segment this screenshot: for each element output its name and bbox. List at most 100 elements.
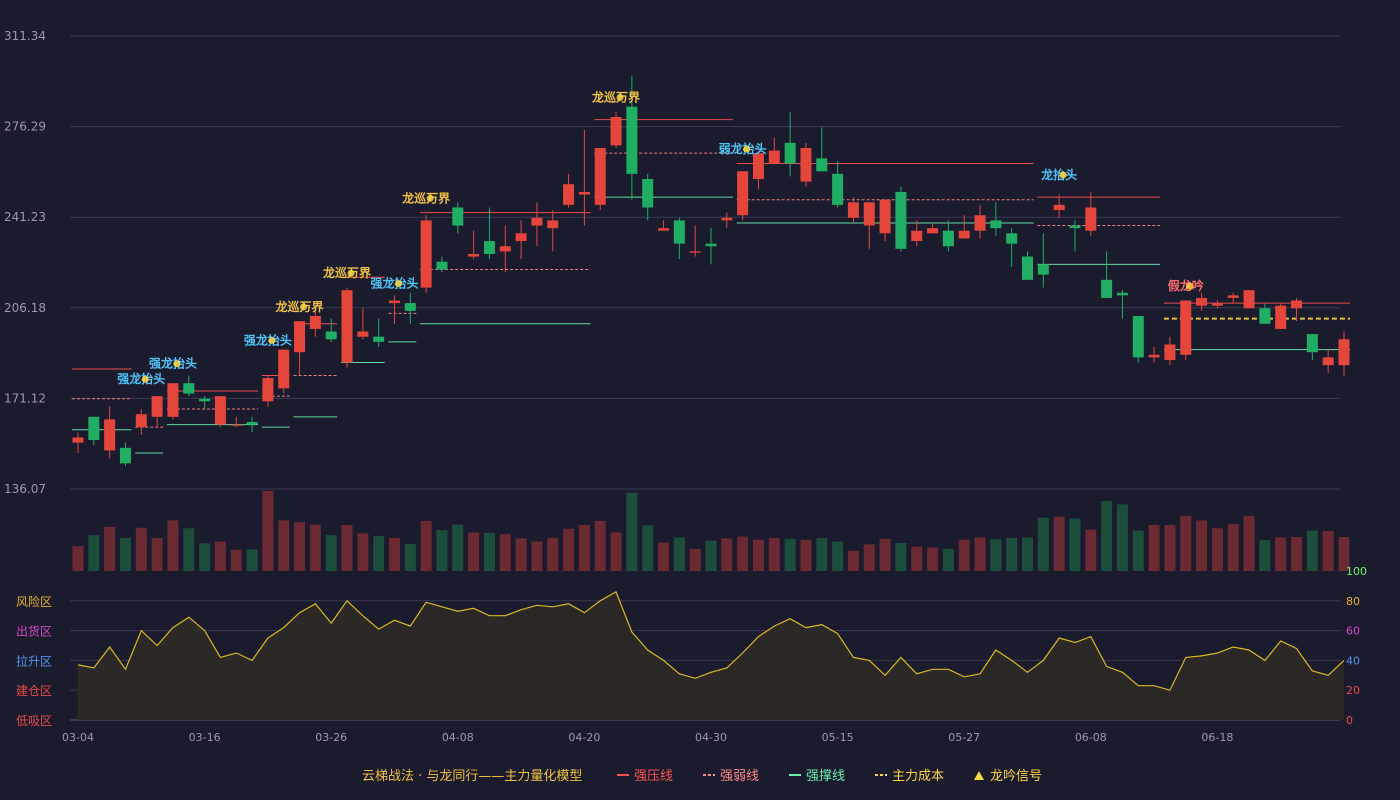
zone-label: 低吸区 [16, 714, 52, 728]
volume-bar [1069, 518, 1081, 571]
legend-signal-icon [974, 771, 984, 780]
volume-bar [1132, 530, 1144, 571]
candle-body [958, 230, 970, 239]
volume-bar [262, 491, 274, 571]
volume-bar [752, 539, 764, 571]
volume-bar [230, 549, 242, 571]
candle-body [1322, 357, 1334, 366]
volume-bar [847, 550, 859, 571]
candle-body [1148, 354, 1160, 358]
candle-body [737, 171, 749, 216]
candle-body [563, 184, 575, 205]
candle-body [911, 230, 923, 242]
volume-bar [499, 534, 511, 571]
signal-label: 强龙抬头 [149, 356, 197, 371]
legend-item-support: 强撑线 [806, 769, 845, 784]
volume-bar [483, 532, 495, 571]
signal-label: 龙巡万界 [323, 265, 371, 280]
volume-bar [911, 546, 923, 571]
volume-bar [1259, 540, 1271, 571]
signal-label: 龙抬头 [1041, 167, 1077, 182]
legend-item-weak: 强弱线 [720, 769, 759, 784]
signal-label: 龙巡万界 [276, 299, 324, 314]
volume-bar [610, 532, 622, 571]
volume-bar [151, 537, 163, 571]
candle-body [1037, 264, 1049, 275]
candle-body [1164, 344, 1176, 360]
candle-body [309, 316, 321, 329]
candle-body [1006, 233, 1018, 244]
x-axis-label: 03-26 [315, 731, 347, 744]
volume-bar [689, 548, 701, 571]
volume-bar [578, 525, 590, 571]
volume-bar [942, 548, 954, 571]
volume-bar [357, 533, 369, 571]
volume-bar [294, 522, 306, 571]
volume-bar [436, 530, 448, 571]
signal-dot [426, 194, 434, 202]
candle-body [373, 336, 385, 342]
candle-body [1291, 300, 1303, 309]
candle-body [167, 383, 179, 417]
candle-body [151, 396, 163, 417]
x-axis-label: 06-18 [1201, 731, 1233, 744]
volume-bar [990, 539, 1002, 571]
volume-bar [531, 541, 543, 571]
volume-bar [1196, 520, 1208, 571]
legend-item-cost: 主力成本 [892, 769, 944, 784]
volume-bar [199, 543, 211, 571]
volume-bar [705, 540, 717, 571]
volume-bar [1306, 530, 1318, 571]
candle-body [199, 398, 211, 402]
candle-body [689, 251, 701, 253]
candle-body [547, 220, 559, 229]
volume-bar [72, 546, 84, 571]
signal-label: 龙巡万界 [402, 190, 450, 205]
indicator-scale-label: 80 [1346, 595, 1360, 608]
candle-body [1227, 295, 1239, 298]
volume-bar [673, 537, 685, 571]
candle-body [768, 150, 780, 164]
zone-label: 拉升区 [16, 653, 52, 668]
candle-body [1243, 290, 1255, 309]
volume-bar [879, 538, 891, 571]
signal-label: 假龙吟 [1168, 278, 1204, 293]
candle-body [1132, 316, 1144, 358]
volume-bar [784, 538, 796, 571]
volume-bar [167, 520, 179, 571]
volume-bar [974, 537, 986, 571]
volume-bar [737, 536, 749, 571]
x-axis-label: 04-30 [695, 731, 727, 744]
candle-body [1022, 256, 1033, 280]
volume-bar [88, 535, 100, 571]
candle-body [578, 191, 590, 195]
candle-body [990, 220, 1002, 229]
volume-bar [1322, 531, 1334, 571]
candle-body [610, 117, 622, 146]
candle-body [278, 349, 290, 389]
candle-body [357, 331, 369, 337]
signal-label: 龙巡万界 [592, 89, 640, 104]
candle-body [594, 148, 606, 205]
volume-bar [1164, 525, 1176, 571]
volume-bar [309, 524, 321, 571]
volume-bar [214, 541, 226, 571]
candle-body [832, 173, 844, 205]
y-axis-label: 311.34 [4, 29, 46, 43]
volume-bar [373, 536, 385, 571]
candle-body [800, 148, 812, 182]
signal-dot [173, 360, 181, 368]
volume-bar [468, 532, 480, 571]
candle-body [404, 303, 416, 311]
y-axis-label: 206.18 [4, 301, 46, 315]
candle-body [104, 419, 116, 451]
indicator-scale-label: 40 [1346, 654, 1360, 667]
candle-body [705, 243, 717, 247]
candle-body [974, 215, 986, 231]
candle-body [1101, 279, 1113, 298]
candle-body [1180, 300, 1192, 355]
candle-body [183, 383, 195, 394]
candle-body [1211, 303, 1223, 306]
candle-body [1196, 297, 1208, 306]
